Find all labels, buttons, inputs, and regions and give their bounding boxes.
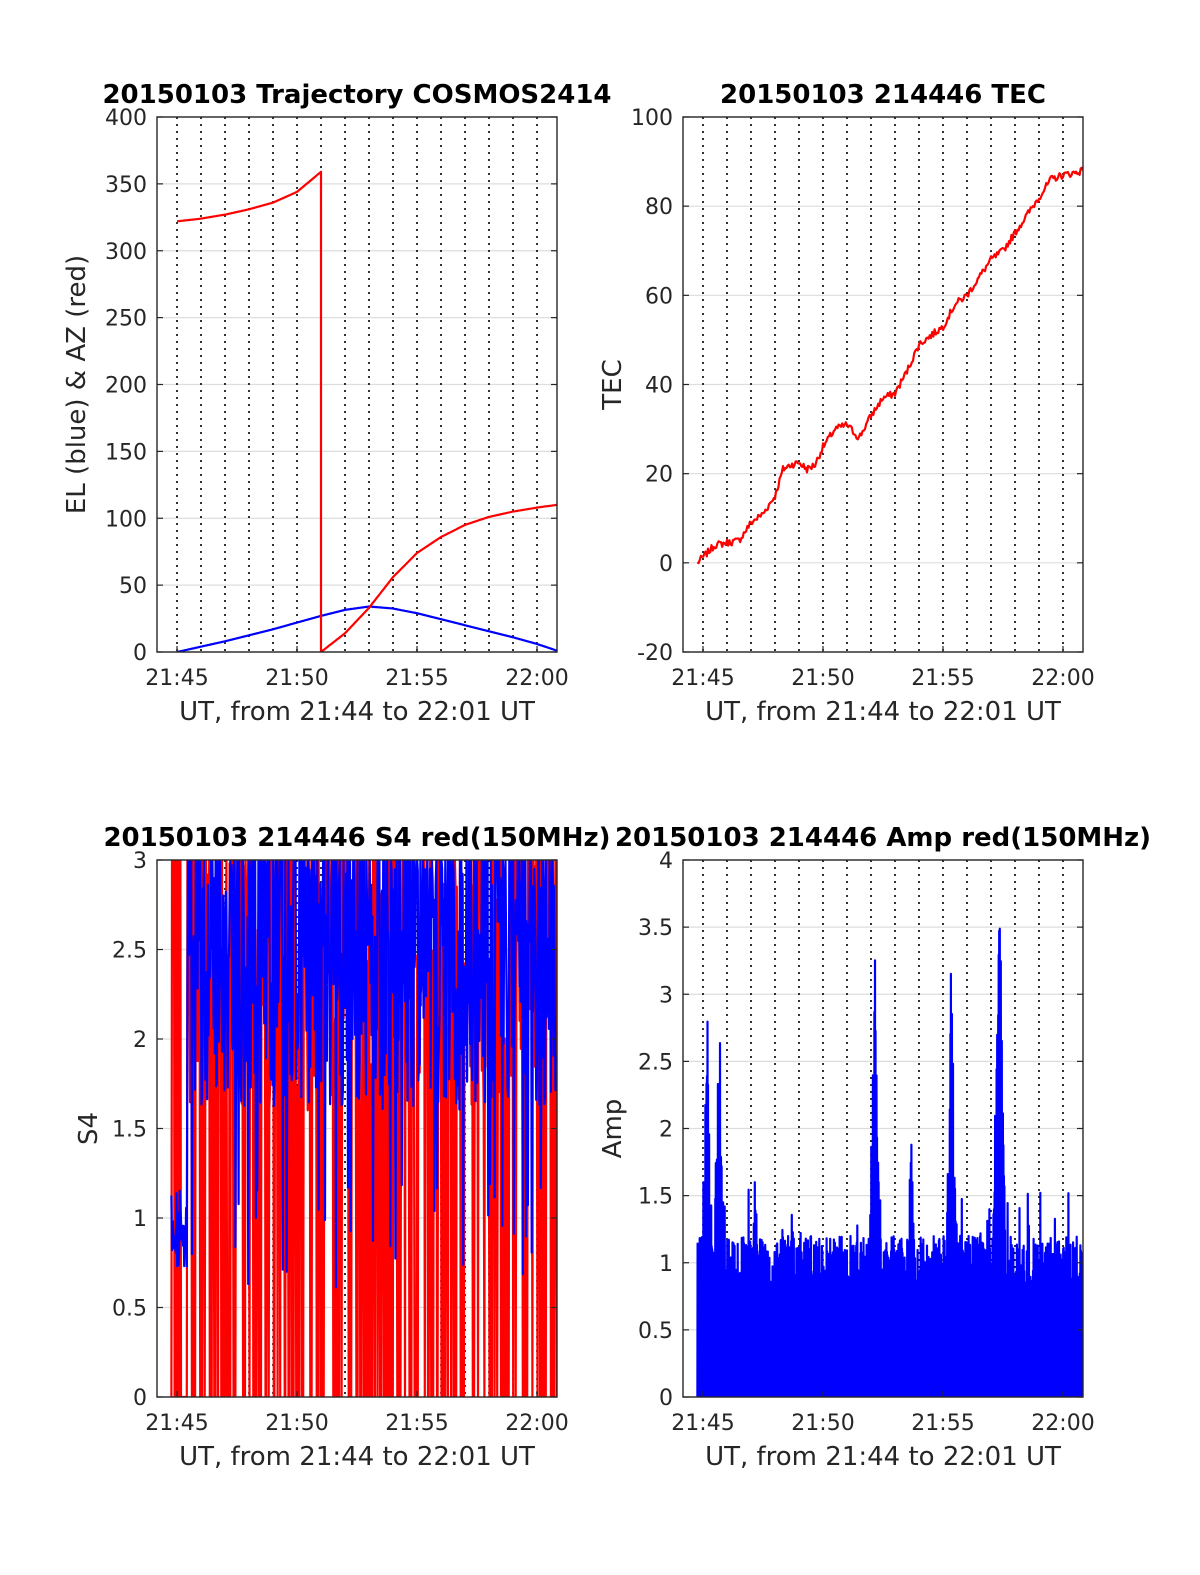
s4-x-tick-label: 21:55 [385, 1411, 448, 1436]
s4-title: 20150103 214446 S4 red(150MHz) [103, 823, 610, 853]
s4-y-tick-label: 1.5 [112, 1118, 147, 1143]
s4-x-tick-label: 21:50 [265, 1411, 328, 1436]
amp-panel: 0 0.5 1 1.5 2 2.5 3 3.5 4 21:45 21:50 21:55 22:00 201… [598, 823, 1151, 1472]
tec-x-tick-label: 22:00 [1031, 666, 1094, 691]
tec-series-line [696, 166, 1083, 565]
tec-y-tick-label: 60 [645, 284, 673, 309]
s4-x-tick-label: 22:00 [505, 1411, 568, 1436]
amp-y-tick-label: 1 [659, 1252, 673, 1277]
trajectory-data [176, 170, 557, 652]
tec-data [696, 166, 1083, 565]
trajectory-y-tick-label: 100 [105, 507, 147, 532]
trajectory-title: 20150103 Trajectory COSMOS2414 [102, 80, 611, 110]
trajectory-y-tick-label: 350 [105, 173, 147, 198]
amp-y-axis-label: Amp [598, 1099, 628, 1159]
amp-y-tick-label: 3.5 [638, 916, 673, 941]
amp-x-tick-label: 21:55 [911, 1411, 974, 1436]
amp-y-tick-label: 0.5 [638, 1319, 673, 1344]
tec-y-axis-label: TEC [598, 359, 628, 410]
amp-y-tick-label: 3 [659, 983, 673, 1008]
amp-x-tick-label: 21:45 [671, 1411, 734, 1436]
trajectory-y-tick-label: 250 [105, 307, 147, 332]
trajectory-y-tick-label: 400 [105, 106, 147, 131]
trajectory-y-tick-label: 200 [105, 374, 147, 399]
tec-y-tick-label: -20 [637, 641, 673, 666]
trajectory-x-tick-label: 22:00 [505, 666, 568, 691]
s4-x-tick-label: 21:45 [145, 1411, 208, 1436]
amp-data [696, 927, 1083, 1397]
trajectory-panel: 0 50 100 150 200 250 300 350 400 21:45 21:50 21:55 2… [62, 80, 612, 727]
tec-panel: -20 0 20 40 60 80 100 21:45 21:50 21:55 22:00 20150… [598, 80, 1095, 727]
amp-x-tick-label: 21:50 [791, 1411, 854, 1436]
trajectory-y-tick-label: 300 [105, 240, 147, 265]
s4-y-tick-label: 0 [133, 1386, 147, 1411]
s4-data [170, 860, 557, 1397]
tec-title: 20150103 214446 TEC [720, 80, 1046, 110]
trajectory-x-tick-label: 21:55 [385, 666, 448, 691]
tec-x-tick-label: 21:55 [911, 666, 974, 691]
s4-x-axis-label: UT, from 21:44 to 22:01 UT [179, 1442, 535, 1472]
trajectory-x-tick-label: 21:45 [145, 666, 208, 691]
amp-x-axis-label: UT, from 21:44 to 22:01 UT [705, 1442, 1061, 1472]
trajectory-series-line [176, 170, 557, 652]
s4-y-tick-label: 2 [133, 1028, 147, 1053]
s4-series-line [170, 860, 557, 1289]
tec-x-tick-label: 21:45 [671, 666, 734, 691]
amp-y-tick-label: 2 [659, 1118, 673, 1143]
tec-y-tick-label: 40 [645, 374, 673, 399]
trajectory-y-tick-label: 150 [105, 440, 147, 465]
tec-y-tick-label: 80 [645, 195, 673, 220]
amp-series-line [696, 927, 1083, 1397]
tec-y-tick-label: 0 [659, 552, 673, 577]
tec-x-axis-label: UT, from 21:44 to 22:01 UT [705, 697, 1061, 727]
trajectory-series-line [176, 605, 557, 652]
trajectory-y-axis-label: EL (blue) & AZ (red) [62, 255, 92, 514]
tec-y-tick-label: 20 [645, 463, 673, 488]
trajectory-y-tick-label: 50 [119, 574, 147, 599]
tec-y-tick-label: 100 [631, 106, 673, 131]
s4-y-tick-label: 2.5 [112, 939, 147, 964]
s4-y-tick-label: 1 [133, 1207, 147, 1232]
s4-y-axis-label: S4 [74, 1112, 104, 1145]
amp-y-tick-label: 4 [659, 849, 673, 874]
s4-y-tick-label: 3 [133, 849, 147, 874]
trajectory-x-tick-label: 21:50 [265, 666, 328, 691]
amp-x-tick-label: 22:00 [1031, 1411, 1094, 1436]
trajectory-y-tick-label: 0 [133, 641, 147, 666]
amp-y-tick-label: 1.5 [638, 1185, 673, 1210]
trajectory-x-axis-label: UT, from 21:44 to 22:01 UT [179, 697, 535, 727]
s4-y-tick-label: 0.5 [112, 1297, 147, 1322]
tec-x-tick-label: 21:50 [791, 666, 854, 691]
amp-y-tick-label: 0 [659, 1386, 673, 1411]
amp-y-tick-label: 2.5 [638, 1050, 673, 1075]
s4-panel: 0 0.5 1 1.5 2 2.5 3 21:45 21:50 21:55 22:00 2015010… [74, 823, 611, 1472]
amp-title: 20150103 214446 Amp red(150MHz) [615, 823, 1151, 853]
